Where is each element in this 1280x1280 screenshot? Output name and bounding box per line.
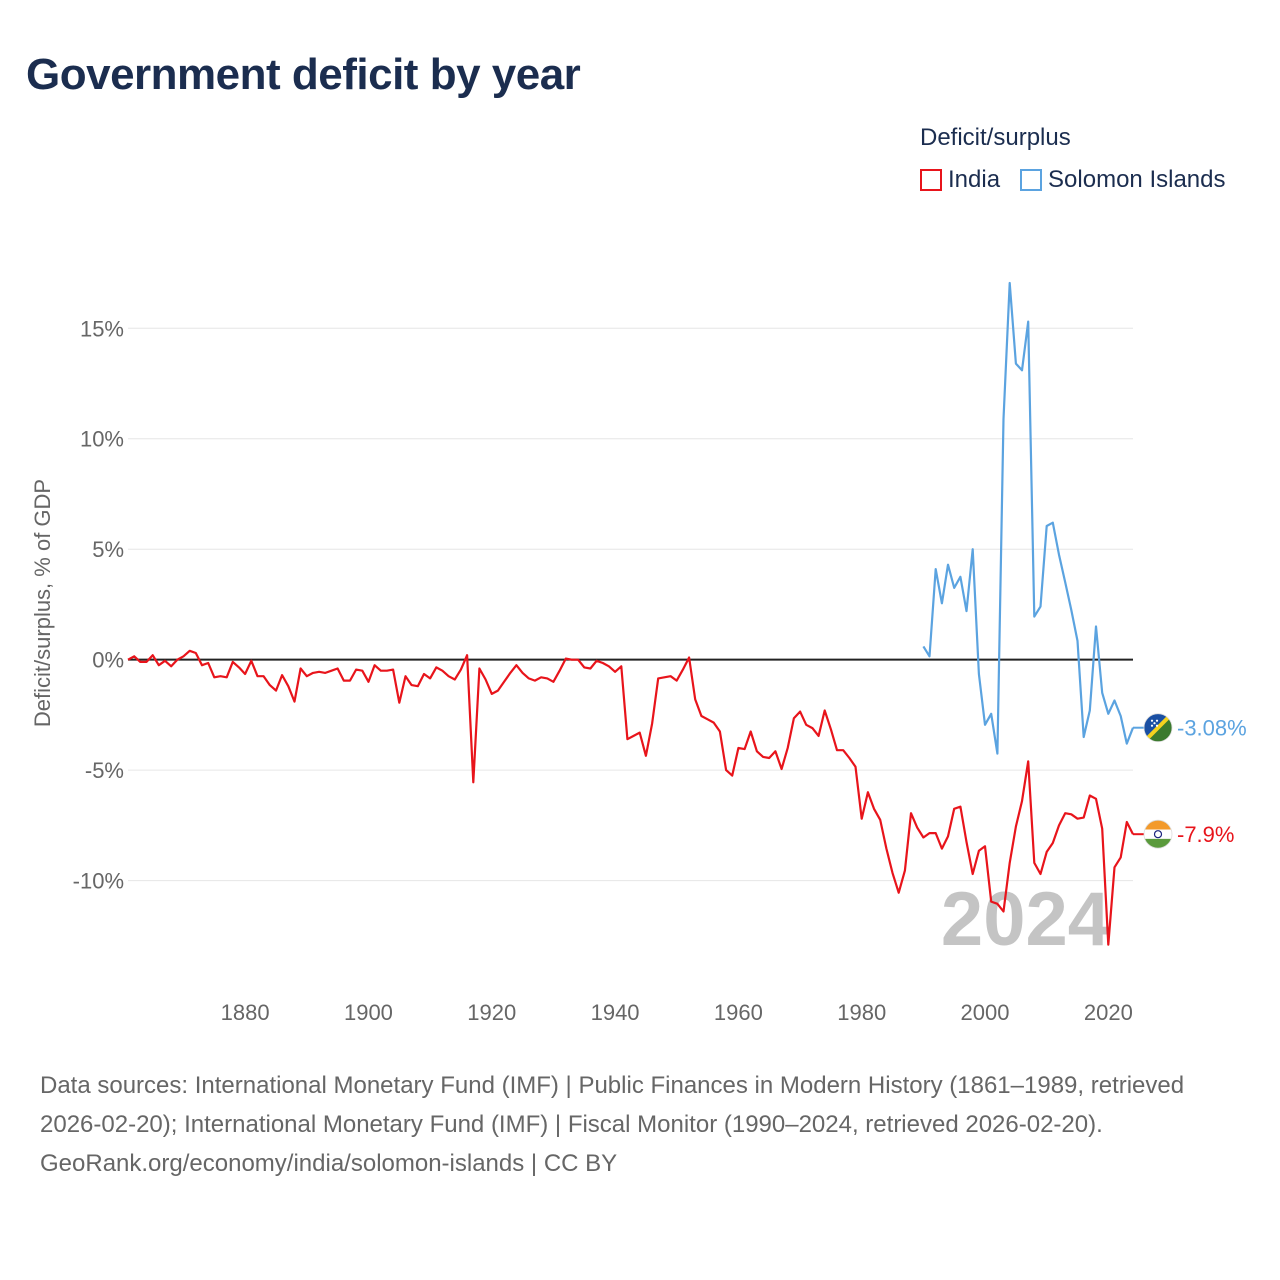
flag-star xyxy=(1150,724,1154,727)
line-chart: 15% 10% 5% 0% -5% -10% 1880 1900 1920 1940 1960 198… xyxy=(30,281,1247,1025)
flag-border xyxy=(1143,713,1173,743)
year-watermark: 2024 xyxy=(941,877,1110,962)
x-tick-label: 1920 xyxy=(467,1000,516,1025)
y-tick-label: 10% xyxy=(80,427,124,452)
flag-chakra xyxy=(1153,830,1163,839)
end-value-label-india: -7.9% xyxy=(1177,822,1234,847)
y-tick-label: -10% xyxy=(73,869,124,894)
flag-star xyxy=(1155,719,1159,722)
y-tick-label: -5% xyxy=(85,758,124,783)
flag-band-green xyxy=(1144,838,1172,849)
x-tick-label: 1960 xyxy=(714,1000,763,1025)
legend: India Solomon Islands xyxy=(920,166,1225,194)
flag-fill xyxy=(1144,820,1172,849)
flag-fill xyxy=(1144,713,1172,742)
legend-label-india: India xyxy=(948,166,1001,193)
series-line-solomon-islands xyxy=(922,281,1135,755)
flag-star xyxy=(1155,724,1159,727)
y-tick-label: 5% xyxy=(92,537,124,562)
legend-swatch-solomon-islands xyxy=(1020,169,1043,191)
y-axis-label: Deficit/surplus, % of GDP xyxy=(30,479,55,727)
india-flag-icon xyxy=(1143,819,1173,849)
legend-title: Deficit/surplus xyxy=(920,124,1071,151)
x-tick-label: 1940 xyxy=(591,1000,640,1025)
x-tick-label: 2000 xyxy=(961,1000,1010,1025)
y-tick-label: 15% xyxy=(80,316,124,341)
data-sources-text: Data sources: International Monetary Fun… xyxy=(40,1072,1185,1138)
solomon-islands-flag-icon xyxy=(1143,713,1173,743)
flag-band-white xyxy=(1144,829,1172,839)
flag-band-saffron xyxy=(1144,820,1172,830)
flag-border xyxy=(1143,819,1173,849)
chart-title: Government deficit by year xyxy=(26,50,581,99)
end-value-label-solomon-islands: -3.08% xyxy=(1177,716,1247,741)
legend-item-solomon-islands[interactable]: Solomon Islands xyxy=(1020,166,1225,194)
x-tick-label: 1880 xyxy=(221,1000,270,1025)
legend-label-solomon-islands: Solomon Islands xyxy=(1048,166,1226,193)
x-tick-label: 1900 xyxy=(344,1000,393,1025)
flag-star xyxy=(1153,722,1156,725)
flag-stripe xyxy=(1144,713,1172,742)
series-line-india xyxy=(127,649,1134,946)
x-tick-label: 2020 xyxy=(1084,1000,1133,1025)
legend-item-india[interactable]: India xyxy=(920,166,1000,194)
flag-star xyxy=(1150,719,1154,722)
y-tick-label: 0% xyxy=(92,648,124,673)
credit-link[interactable]: GeoRank.org/economy/india/solomon-island… xyxy=(40,1150,618,1177)
x-tick-label: 1980 xyxy=(837,1000,886,1025)
legend-swatch-india xyxy=(920,169,942,191)
footer: Data sources: International Monetary Fun… xyxy=(40,1066,1240,1183)
